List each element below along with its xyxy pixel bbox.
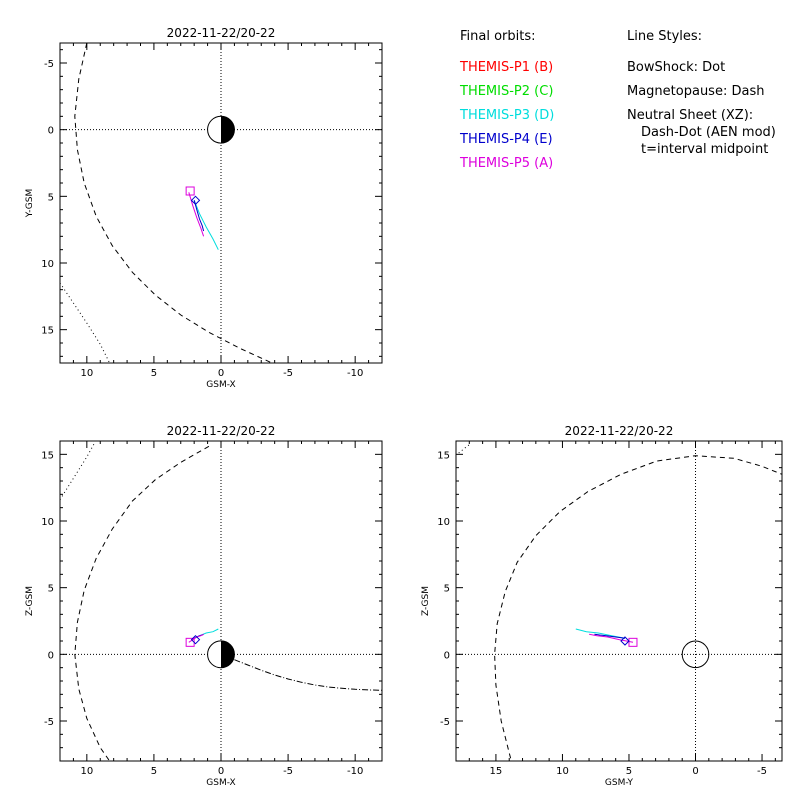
y-tick-label: 5 xyxy=(48,584,54,595)
plot-frame xyxy=(455,440,783,762)
x-tick-label: -10 xyxy=(347,766,363,777)
x-tick-label: 10 xyxy=(80,368,93,379)
series-magnetopause xyxy=(494,455,782,759)
legend-probe-p1: THEMIS-P1 (B) xyxy=(459,60,553,75)
x-axis-label: GSM-X xyxy=(206,380,235,390)
panel-1: 10 5 0 -5 -10 -5 0 5 10 15 2022-11-22/20-22 GSM-X Y-… xyxy=(25,26,383,390)
series-themis-p4 xyxy=(193,200,205,232)
legend-style-neutral-sheet: Neutral Sheet (XZ): xyxy=(627,108,753,123)
x-tick-label: 5 xyxy=(151,368,157,379)
series-magnetopause xyxy=(74,445,210,761)
series-bowshock xyxy=(458,443,471,454)
start-marker-square xyxy=(628,637,638,647)
start-marker-diamond xyxy=(620,636,630,646)
x-axis-label: GSM-X xyxy=(206,778,235,788)
y-tick-label: -5 xyxy=(44,59,54,70)
plot-panels: 10 5 0 -5 -10 -5 0 5 10 15 2022-11-22/20-22 GSM-X Y-… xyxy=(25,26,783,788)
y-tick-label: 0 xyxy=(48,126,54,137)
y-tick-label: 10 xyxy=(41,259,54,270)
legend-probe-p5: THEMIS-P5 (A) xyxy=(459,156,553,171)
panel-3: 15 10 5 0 -5 -5 0 5 10 15 2022-11-22/20-22 GSM-Y Z-G… xyxy=(421,424,783,788)
y-tick-label: 0 xyxy=(444,650,450,661)
legend-styles-header: Line Styles: xyxy=(627,29,702,44)
start-marker-diamond xyxy=(190,195,201,206)
y-tick-label: 15 xyxy=(41,326,54,337)
y-axis-label: Z-GSM xyxy=(421,586,431,616)
panel-2: 10 5 0 -5 -10 -5 0 5 10 15 2022-11-22/20-22 GSM-X Z-… xyxy=(25,424,383,788)
x-tick-label: -5 xyxy=(283,766,293,777)
plot-area xyxy=(60,43,382,363)
legend-style-magnetopause: Magnetopause: Dash xyxy=(627,84,764,99)
x-tick-label: -10 xyxy=(347,368,363,379)
x-tick-label: 5 xyxy=(626,766,632,777)
y-tick-label: 5 xyxy=(444,584,450,595)
panel-title: 2022-11-22/20-22 xyxy=(167,26,276,40)
legend-style-interval: t=interval midpoint xyxy=(641,142,768,157)
y-tick-label: -5 xyxy=(440,717,450,728)
x-tick-label: 0 xyxy=(692,766,698,777)
series-themis-p5 xyxy=(188,192,205,237)
panel-title: 2022-11-22/20-22 xyxy=(167,424,276,438)
start-marker-square xyxy=(185,186,195,196)
x-tick-label: 5 xyxy=(151,766,157,777)
y-tick-label: 15 xyxy=(437,450,450,461)
legend-orbits-header: Final orbits: xyxy=(460,29,536,44)
start-marker-diamond xyxy=(190,634,201,645)
series-themis-p5 xyxy=(589,633,634,643)
y-tick-label: 0 xyxy=(48,650,54,661)
earth-night-side-icon xyxy=(221,640,235,668)
x-tick-label: 0 xyxy=(218,368,224,379)
x-tick-label: 15 xyxy=(490,766,503,777)
series-themis-p3 xyxy=(193,200,219,250)
plot-area xyxy=(60,441,382,761)
x-axis-label: GSM-Y xyxy=(605,778,634,788)
legend-probe-p2: THEMIS-P2 (C) xyxy=(459,84,553,99)
legend-probe-p3: THEMIS-P3 (D) xyxy=(459,108,554,123)
y-tick-label: -5 xyxy=(44,717,54,728)
plot-area xyxy=(456,441,782,761)
series-bowshock xyxy=(60,442,96,500)
x-tick-label: 10 xyxy=(80,766,93,777)
series-neutral-sheet xyxy=(234,659,382,691)
legend-probe-p4: THEMIS-P4 (E) xyxy=(459,132,553,147)
y-tick-label: 10 xyxy=(41,517,54,528)
y-tick-label: 15 xyxy=(41,450,54,461)
x-tick-label: -5 xyxy=(757,766,767,777)
y-axis-label: Y-GSM xyxy=(25,189,35,218)
series-magnetopause xyxy=(74,43,273,363)
earth-icon xyxy=(681,640,710,669)
panel-title: 2022-11-22/20-22 xyxy=(565,424,674,438)
x-tick-label: -5 xyxy=(283,368,293,379)
earth-night-side-icon xyxy=(221,116,235,144)
series-bowshock xyxy=(60,282,111,363)
y-tick-label: 5 xyxy=(48,192,54,203)
y-axis-label: Z-GSM xyxy=(25,586,35,616)
x-tick-label: 10 xyxy=(556,766,569,777)
legend: Final orbits: THEMIS-P1 (B) THEMIS-P2 (C… xyxy=(459,29,776,171)
legend-style-dash-dot: Dash-Dot (AEN mod) xyxy=(641,125,776,140)
x-tick-label: 0 xyxy=(218,766,224,777)
series-themis-p4 xyxy=(594,633,626,639)
legend-style-bowshock: BowShock: Dot xyxy=(627,60,725,75)
y-tick-label: 10 xyxy=(437,517,450,528)
